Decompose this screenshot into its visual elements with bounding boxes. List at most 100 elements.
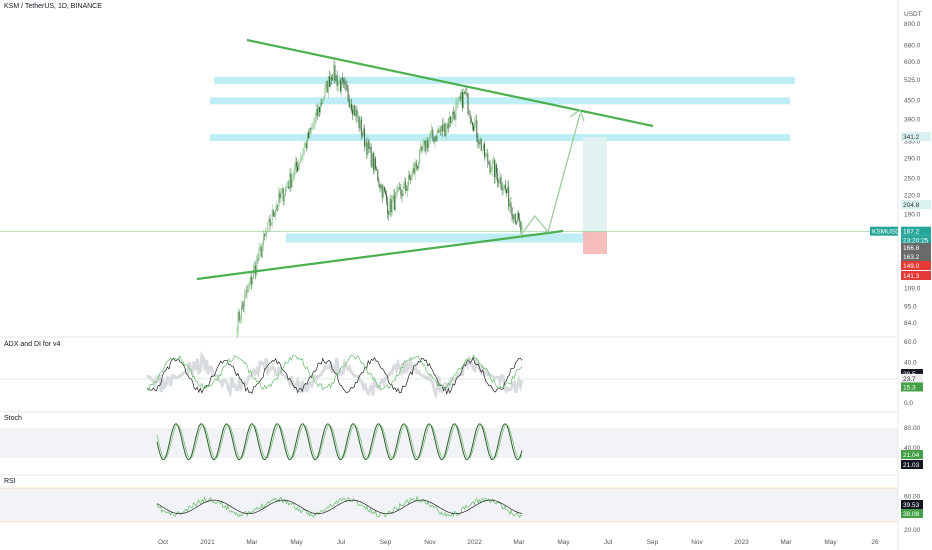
candle-body — [477, 137, 479, 143]
candle-body — [345, 83, 347, 86]
candle-body — [301, 155, 303, 159]
time-tick-label: Jul — [604, 539, 613, 546]
candle-body — [492, 160, 494, 162]
candle-body — [352, 109, 353, 115]
time-axis[interactable]: Oct 2021 Mar May Jul Sep Nov 2022 Mar May Jul Sep No… — [158, 539, 879, 546]
candle-body — [504, 184, 506, 190]
candle-body — [515, 222, 517, 224]
candle-body — [280, 192, 282, 198]
candle-body — [517, 213, 518, 223]
candle-body — [491, 161, 493, 171]
candle-body — [383, 187, 385, 192]
candle-body — [286, 186, 287, 188]
candle-body — [242, 305, 243, 306]
candle-body — [316, 109, 318, 116]
candle-body — [394, 192, 396, 210]
candle-body — [246, 291, 248, 293]
rsi-badge: 39.53 — [903, 502, 920, 509]
candle-body — [309, 128, 311, 139]
candle-body — [480, 138, 482, 151]
candle-body — [326, 81, 328, 93]
candle-body — [377, 169, 379, 181]
candle-body — [245, 291, 247, 295]
stoch-pane-title[interactable]: Stoch — [4, 415, 22, 422]
candle-body — [371, 153, 373, 167]
candle-body — [338, 80, 340, 82]
candle-body — [436, 130, 438, 141]
candle-body — [382, 187, 384, 198]
adx-tick-label: 60.0 — [904, 339, 917, 346]
time-tick-label: May — [824, 539, 837, 546]
candle-body — [401, 194, 403, 197]
candle-body — [289, 173, 291, 189]
candle-body — [440, 130, 441, 131]
candle-body — [507, 186, 509, 194]
candle-body — [456, 101, 458, 105]
candle-body — [389, 199, 391, 215]
candle-body — [404, 181, 406, 189]
candle-body — [250, 276, 252, 285]
candle-body — [396, 191, 397, 193]
candle-body — [380, 184, 382, 189]
candle-body — [349, 104, 351, 108]
candle-body — [323, 96, 325, 102]
adx-tick-label: 40.0 — [904, 359, 917, 366]
badge-target: 341.2 — [903, 134, 920, 141]
candle-body — [514, 213, 516, 223]
candle-body — [255, 265, 257, 275]
candle-body — [403, 181, 405, 186]
candle-body — [331, 77, 333, 79]
stoch-badge-bg — [901, 460, 923, 469]
candle-body — [290, 173, 292, 188]
price-axis[interactable]: USDT 800.0 680.0 600.0 525.0 450.0 390.0 330.0 2… — [870, 0, 932, 550]
candle-body — [344, 82, 346, 84]
candle-body — [317, 106, 319, 116]
adx-pane-title[interactable]: ADX and DI for v4 — [4, 341, 61, 348]
candle-body — [348, 100, 350, 108]
candle-body — [398, 187, 400, 189]
stoch-k — [156, 423, 523, 461]
symbol-badge-bg — [870, 226, 898, 236]
drawings — [0, 38, 898, 281]
candle-body — [392, 195, 394, 201]
candle-body — [346, 85, 348, 90]
candle-body — [236, 332, 238, 334]
candle-body — [328, 76, 330, 87]
candle-body — [388, 213, 390, 215]
candle-body — [266, 231, 268, 234]
candle-body — [292, 177, 294, 180]
candle-body — [356, 109, 358, 118]
candle-body — [258, 248, 260, 260]
candle-body — [408, 175, 410, 187]
time-tick-label: Sep — [380, 539, 392, 546]
candle-body — [339, 80, 341, 92]
price-tick-label: 190.0 — [904, 212, 921, 219]
candle-body — [267, 222, 269, 232]
candle-body — [393, 195, 395, 210]
badge-countdown-bg — [901, 235, 931, 245]
candle-body — [357, 116, 359, 118]
candle-body — [283, 195, 285, 202]
candle-body — [248, 283, 250, 287]
candle-body — [400, 189, 402, 195]
stop-zone — [583, 231, 607, 255]
badge-last: 167.2 — [903, 229, 920, 236]
stoch-badge-bg — [901, 450, 923, 459]
candle-body — [330, 77, 331, 87]
candle-body — [391, 200, 393, 213]
candle-body — [416, 166, 418, 169]
rsi-line — [156, 495, 523, 518]
candle-body — [336, 75, 338, 86]
candle-body — [238, 312, 240, 321]
candle-body — [430, 133, 432, 139]
candle-body — [427, 140, 429, 149]
candle-body — [414, 163, 416, 174]
candle-body — [424, 140, 426, 152]
rsi-ma — [156, 499, 523, 515]
rsi-pane-title[interactable]: RSI — [4, 478, 16, 485]
candle-body — [425, 140, 427, 152]
candle-body — [314, 116, 316, 124]
badge-stop1-bg — [901, 261, 931, 270]
candle-body — [435, 136, 437, 141]
